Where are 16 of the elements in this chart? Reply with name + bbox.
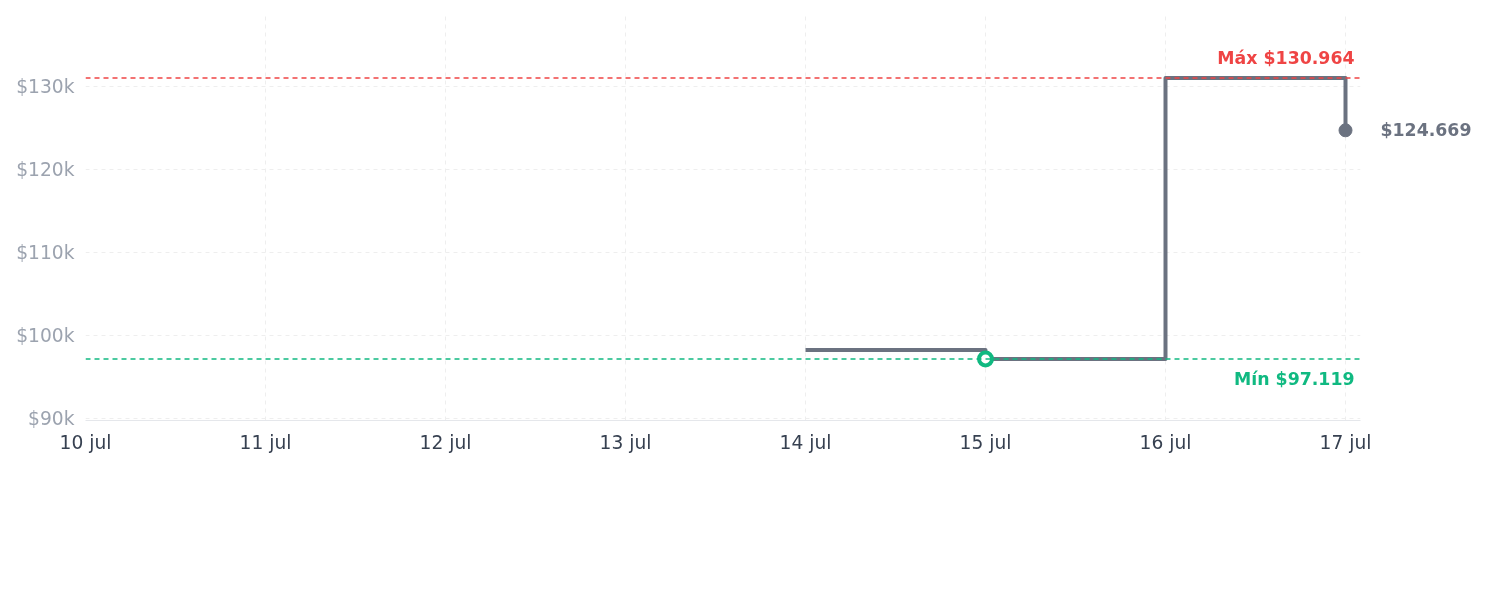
- y-tick-label: $110k: [16, 241, 75, 263]
- x-tick-label: 17 jul: [1319, 431, 1372, 453]
- ref-line-label: Máx $130.964: [1217, 48, 1355, 69]
- x-tick-label: 11 jul: [239, 431, 292, 453]
- y-tick-label: $90k: [28, 407, 75, 429]
- x-tick-label: 13 jul: [599, 431, 652, 453]
- x-tick-label: 16 jul: [1139, 431, 1192, 453]
- x-tick-label: 14 jul: [779, 431, 832, 453]
- x-tick-label: 15 jul: [959, 431, 1012, 453]
- x-tick-label: 12 jul: [419, 431, 472, 453]
- annotation: $124.669: [1380, 120, 1472, 141]
- y-tick-label: $120k: [16, 158, 75, 180]
- y-tick-label: $100k: [16, 324, 75, 346]
- y-tick-label: $130k: [16, 75, 75, 97]
- x-tick-label: 10 jul: [59, 431, 112, 453]
- ref-line-label: Mín $97.119: [1234, 368, 1355, 389]
